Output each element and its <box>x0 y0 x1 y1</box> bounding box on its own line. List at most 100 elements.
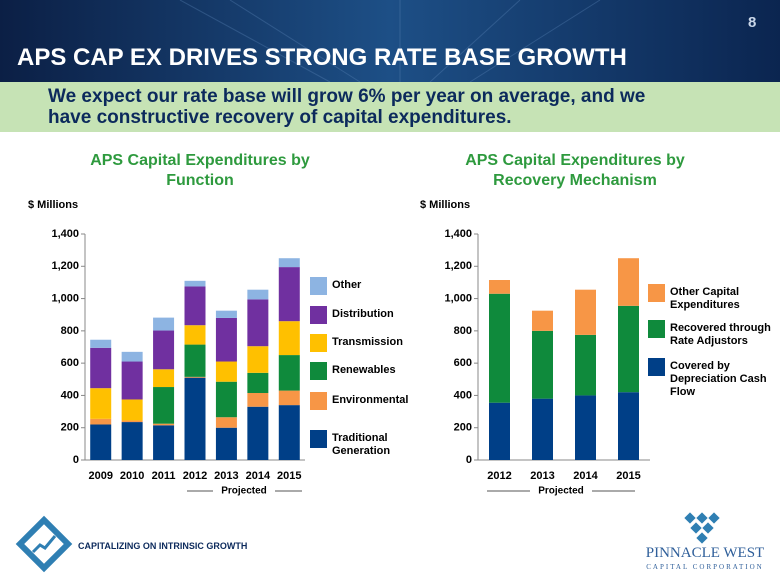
y-tick-label: 1,200 <box>444 260 472 272</box>
bar-segment <box>184 325 206 345</box>
y-tick-label: 600 <box>61 357 79 369</box>
bar-segment <box>247 346 269 373</box>
bar-segment <box>153 330 175 370</box>
bar-segment <box>247 393 269 407</box>
y-tick-label: 0 <box>466 454 472 466</box>
x-tick-label: 2009 <box>88 470 112 482</box>
legend-label: Environmental <box>332 394 409 406</box>
bar-segment <box>215 310 237 318</box>
bar-segment <box>489 280 510 294</box>
legend-swatch <box>310 306 327 324</box>
legend-swatch <box>310 277 327 295</box>
y-tick-label: 200 <box>454 422 472 434</box>
bar-segment <box>153 425 175 460</box>
legend-label: Renewables <box>332 364 396 376</box>
legend-swatch <box>648 320 665 338</box>
bar-segment <box>278 355 300 391</box>
bar-segment <box>121 399 143 421</box>
footer-icon <box>15 515 73 573</box>
bar-segment <box>532 398 553 460</box>
y-axis-label: $ Millions <box>420 199 471 211</box>
y-tick-label: 1,200 <box>51 260 79 272</box>
logo-sub: CAPITAL CORPORATION <box>646 563 764 571</box>
y-tick-label: 1,400 <box>51 228 79 240</box>
legend-swatch <box>310 334 327 352</box>
y-tick-label: 800 <box>454 325 472 337</box>
bar-segment <box>489 293 510 403</box>
legend-label: Other Capital Expenditures <box>670 286 740 311</box>
bar-segment <box>278 405 300 460</box>
bar-segment <box>247 289 269 300</box>
bar-segment <box>215 381 237 418</box>
bar-segment <box>184 286 206 326</box>
bar-segment <box>121 420 143 423</box>
bar-segment <box>575 395 596 460</box>
x-tick-label: 2014 <box>246 470 271 482</box>
bar-segment <box>532 310 553 331</box>
bar-segment <box>153 423 175 426</box>
bar-segment <box>184 376 206 378</box>
logo-diamonds <box>684 512 720 544</box>
x-tick-label: 2015 <box>616 470 640 482</box>
legend-label: Recovered through Rate Adjustors <box>670 322 771 347</box>
bar-segment <box>153 317 175 331</box>
y-tick-label: 1,000 <box>51 292 79 304</box>
x-tick-label: 2012 <box>183 470 207 482</box>
x-tick-label: 2013 <box>530 470 554 482</box>
slide-title: APS CAP EX DRIVES STRONG RATE BASE GROWT… <box>17 44 627 71</box>
bar-segment <box>278 390 300 406</box>
legend-swatch <box>310 392 327 410</box>
bar-segment <box>121 361 143 400</box>
legend-label: Transmission <box>332 336 403 348</box>
y-tick-label: 200 <box>61 422 79 434</box>
y-tick-label: 600 <box>454 357 472 369</box>
bar-segment <box>90 339 112 348</box>
legend-swatch <box>310 362 327 380</box>
header-decoration <box>179 0 601 83</box>
bar-segment <box>153 387 175 424</box>
bar-segment <box>121 351 143 362</box>
bar-segment <box>215 427 237 460</box>
bar-segment <box>184 280 206 287</box>
x-tick-label: 2011 <box>152 470 176 482</box>
chart-title: APS Capital Expenditures by Function <box>90 152 310 189</box>
bar-segment <box>184 344 206 377</box>
bar-segment <box>215 417 237 428</box>
bar-segment <box>90 418 112 425</box>
bar-segment <box>153 369 175 388</box>
chart-title: APS Capital Expenditures by Recovery Mec… <box>465 152 685 189</box>
footer-tagline: CAPITALIZING ON INTRINSIC GROWTH <box>78 541 248 551</box>
bar-segment <box>90 347 112 389</box>
bar-segment <box>532 330 553 399</box>
x-tick-label: 2013 <box>214 470 238 482</box>
y-tick-label: 0 <box>73 454 79 466</box>
bar-segment <box>575 334 596 396</box>
logo-name: PINNACLE WEST <box>645 545 765 561</box>
y-tick-label: 800 <box>61 325 79 337</box>
legend-label: Other <box>332 279 362 291</box>
bar-segment <box>247 406 269 460</box>
x-tick-label: 2015 <box>277 470 301 482</box>
y-tick-label: 1,000 <box>444 292 472 304</box>
bar-segment <box>247 372 269 394</box>
bar-segment <box>575 289 596 335</box>
x-tick-label: 2010 <box>120 470 144 482</box>
y-tick-label: 400 <box>61 389 79 401</box>
y-tick-label: 1,400 <box>444 228 472 240</box>
bar-segment <box>90 388 112 419</box>
projected-label: Projected <box>538 486 584 497</box>
bar-segment <box>278 258 300 268</box>
bar-segment <box>278 267 300 322</box>
projected-label: Projected <box>221 486 267 497</box>
legend-swatch <box>310 430 327 448</box>
bar-segment <box>90 424 112 460</box>
bar-segment <box>247 299 269 347</box>
legend-label: Traditional Generation <box>332 432 391 457</box>
bar-segment <box>618 392 639 460</box>
legend-label: Covered by Depreciation Cash Flow <box>670 360 767 398</box>
bar-segment <box>489 402 510 460</box>
legend-swatch <box>648 358 665 376</box>
bar-segment <box>121 422 143 460</box>
bar-segment <box>215 361 237 382</box>
